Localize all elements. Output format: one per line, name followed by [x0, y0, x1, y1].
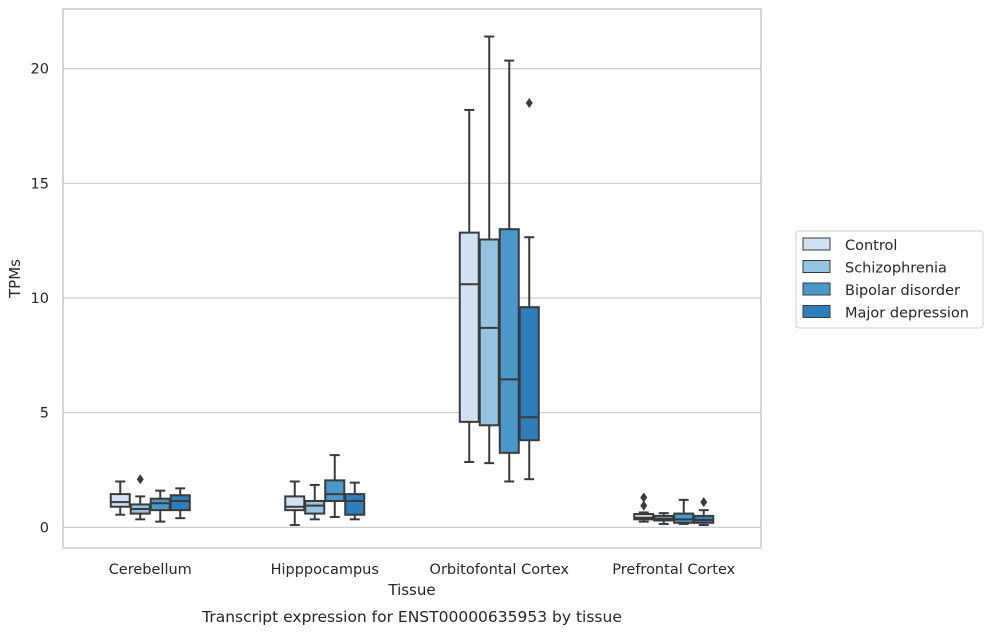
y-tick-label: 10 [31, 291, 49, 307]
outlier-point [525, 98, 533, 109]
box-bipolar-disorder [498, 59, 520, 483]
box-control [633, 492, 655, 523]
box-iqr [284, 495, 306, 512]
box-iqr [324, 479, 346, 502]
box-iqr [478, 238, 500, 427]
box-bipolar-disorder [149, 489, 171, 523]
box-schizophrenia [129, 474, 151, 521]
x-axis-label: Tissue [387, 581, 435, 599]
box-iqr [109, 493, 131, 508]
box-iqr [344, 493, 366, 516]
box-iqr [304, 499, 326, 515]
box-schizophrenia [478, 35, 500, 465]
x-tick-label: Cerebellum [109, 562, 192, 578]
legend-swatch [802, 305, 831, 318]
legend-swatch [802, 282, 831, 296]
box-major-depression [518, 98, 540, 481]
y-tick-label: 20 [31, 62, 49, 78]
box-plot-series [109, 35, 715, 527]
legend-label: Major depression [845, 306, 969, 322]
box-iqr [149, 497, 171, 512]
box-iqr [673, 512, 695, 524]
x-tick-label: Hipppocampus [271, 562, 379, 578]
outlier-point [136, 474, 144, 485]
box-control [109, 480, 131, 516]
box-iqr [518, 306, 540, 442]
legend-label: Bipolar disorder [845, 283, 960, 299]
outlier-point [640, 492, 648, 503]
legend-swatch [802, 237, 831, 251]
box-schizophrenia [653, 512, 675, 525]
x-tick-label: Prefrontal Cortex [612, 562, 735, 578]
box-iqr [458, 231, 480, 423]
box-major-depression [693, 497, 715, 527]
chart-caption: Transcript expression for ENST0000063595… [201, 608, 622, 626]
legend: Control Schizophrenia Bipolar disorder Majo… [795, 230, 984, 329]
box-iqr [169, 494, 191, 512]
box-schizophrenia [304, 483, 326, 521]
y-tick-label: 5 [40, 406, 49, 422]
legend-swatch [802, 260, 831, 273]
box-control [458, 108, 480, 463]
box-bipolar-disorder [673, 498, 695, 525]
box-iqr [498, 228, 520, 454]
outlier-point [700, 497, 708, 508]
box-major-depression [169, 487, 191, 520]
legend-label: Control [845, 238, 897, 254]
plot-area-frame [62, 8, 762, 549]
outlier-point [640, 500, 648, 511]
y-tick-label: 15 [31, 176, 49, 192]
box-bipolar-disorder [324, 454, 346, 519]
box-control [284, 480, 306, 527]
box-major-depression [344, 481, 366, 521]
legend-frame [795, 230, 984, 329]
y-grid-lines [63, 68, 761, 528]
y-tick-labels: 0 5 10 15 20 [31, 62, 49, 537]
x-tick-label: Orbitofontal Cortex [430, 562, 570, 578]
y-tick-label: 0 [40, 520, 49, 536]
y-axis-label: TPMs [6, 259, 24, 299]
legend-label: Schizophrenia [845, 261, 947, 277]
x-tick-labels: Cerebellum Hipppocampus Orbitofontal Corte… [109, 562, 736, 578]
